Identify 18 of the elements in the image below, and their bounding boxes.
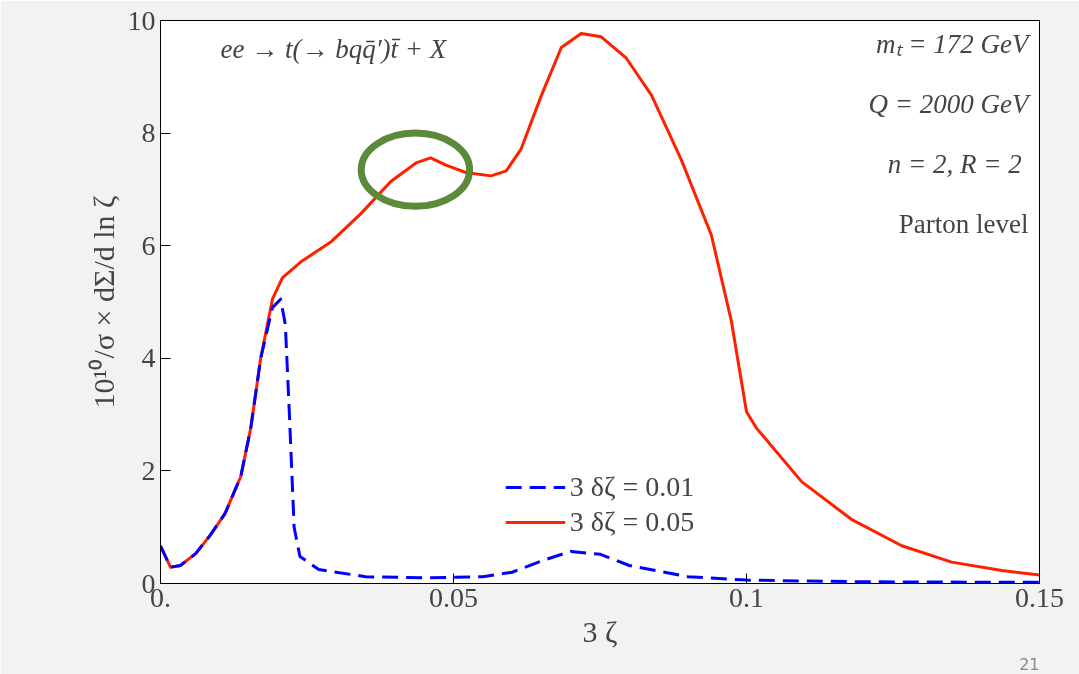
y-tick-label: 4 [141,342,156,374]
annotation: ee → t(→ bqq̄′)t̄ + X [220,33,448,64]
y-tick-label: 8 [141,117,156,149]
legend-label: 3 δζ = 0.01 [569,471,695,503]
y-tick-label: 6 [141,229,156,261]
x-tick-label: 0.05 [429,581,478,613]
text: 21 [1019,654,1040,674]
x-tick-label: 0.1 [729,581,764,613]
y-tick-label: 10 [127,4,156,36]
legend-label: 3 δζ = 0.05 [569,506,695,538]
annotation: Parton level [898,208,1029,239]
x-axis-title: 3 ζ [582,614,618,648]
y-axis-title: 10¹⁰/σ × dΣ/d ln ζ [86,195,120,409]
annotation: n = 2, R = 2 [887,148,1022,179]
y-tick-label: 2 [141,454,156,486]
annotation: Q = 2000 GeV [868,88,1033,119]
annotation: mₜ = 172 GeV [876,28,1033,59]
x-tick-label: 0.15 [1015,581,1064,613]
